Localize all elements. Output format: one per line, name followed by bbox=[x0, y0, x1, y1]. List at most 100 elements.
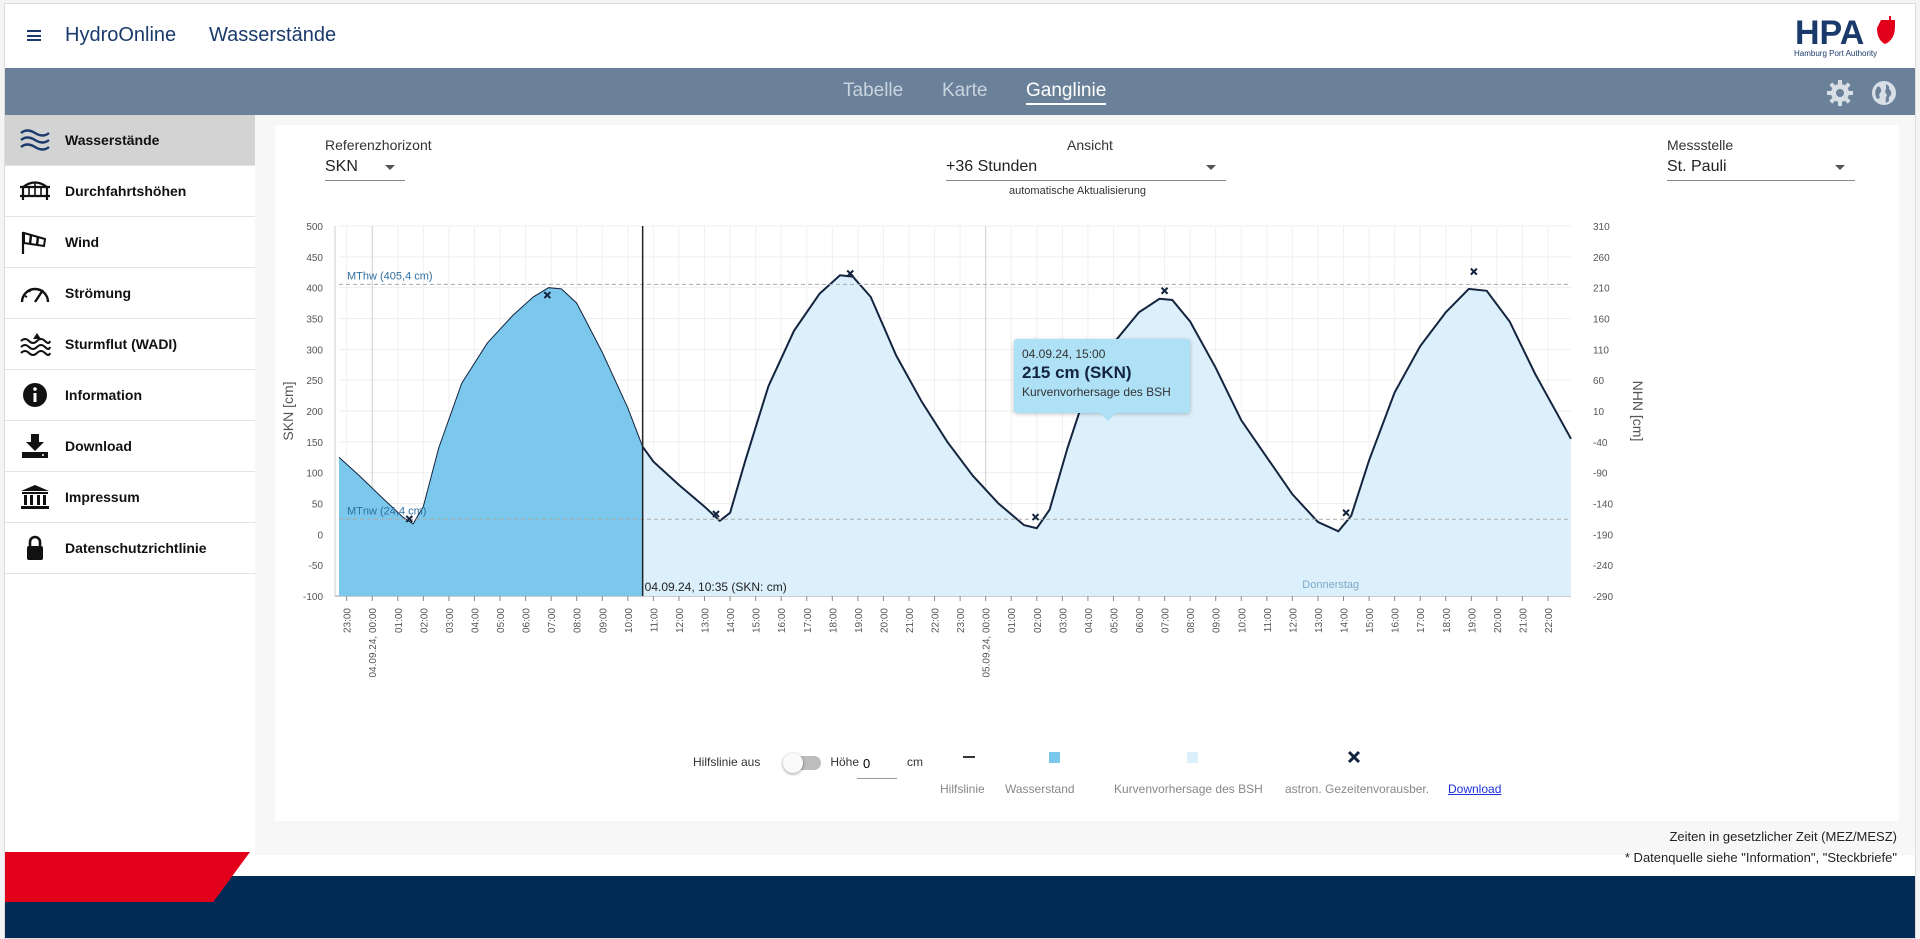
referenzhorizont-value: SKN bbox=[325, 158, 358, 175]
globe-icon[interactable] bbox=[1871, 80, 1897, 106]
x-tick-label: 09:00 bbox=[598, 608, 609, 633]
sidebar-item-impressum[interactable]: Impressum bbox=[5, 472, 255, 523]
tab-tabelle[interactable]: Tabelle bbox=[843, 80, 904, 101]
sidebar: Wasserstände Durchfahrtshöhen Wind Ström… bbox=[5, 115, 255, 855]
x-tick-label: 05:00 bbox=[496, 608, 507, 633]
y-tick-label: 200 bbox=[306, 407, 323, 418]
astro-tide-marker bbox=[1031, 513, 1040, 521]
y-tick-label: -100 bbox=[303, 592, 323, 603]
chart-tooltip: 04.09.24, 15:00 215 cm (SKN) Kurvenvorhe… bbox=[1014, 339, 1190, 421]
x-tick-label: 03:00 bbox=[445, 608, 456, 633]
referenzhorizont-select[interactable]: SKN bbox=[325, 155, 405, 181]
y2-tick-label: 260 bbox=[1593, 253, 1610, 264]
datasource-note: * Datenquelle siehe "Information", "Stec… bbox=[1624, 850, 1897, 865]
x-tick-label: 22:00 bbox=[1544, 608, 1555, 633]
y-tick-label: 0 bbox=[317, 530, 323, 541]
astro-tide-marker bbox=[846, 269, 854, 278]
info-icon bbox=[23, 383, 47, 407]
x-tick-label: 04.09.24, 00:00 bbox=[368, 608, 379, 678]
forecast-area bbox=[642, 275, 1571, 596]
x-tick-label: 20:00 bbox=[1493, 608, 1504, 633]
sidebar-item-label: Impressum bbox=[65, 489, 140, 505]
x-tick-label: 18:00 bbox=[828, 608, 839, 633]
x-tick-label: 20:00 bbox=[879, 608, 890, 633]
y-tick-label: 500 bbox=[306, 222, 323, 233]
y-tick-label: 50 bbox=[312, 500, 324, 511]
legend-astron-gezeiten[interactable]: astron. Gezeitenvorausber. bbox=[1285, 782, 1430, 796]
astro-tide-marker bbox=[1160, 287, 1169, 295]
app-header: HydroOnline Wasserstände HPA Hamburg Por… bbox=[5, 4, 1915, 68]
sidebar-item-durchfahrtshoehen[interactable]: Durchfahrtshöhen bbox=[5, 166, 255, 217]
sidebar-item-wasserstaende[interactable]: Wasserstände bbox=[5, 115, 255, 166]
sidebar-item-label: Information bbox=[65, 387, 142, 403]
footer-band bbox=[5, 876, 1915, 938]
ansicht-value: +36 Stunden bbox=[946, 158, 1038, 175]
x-tick-label: 16:00 bbox=[1391, 608, 1402, 633]
app-title[interactable]: HydroOnline bbox=[65, 24, 177, 46]
sidebar-item-information[interactable]: Information bbox=[5, 370, 255, 421]
observed-line bbox=[338, 287, 644, 525]
y2-tick-label: 110 bbox=[1593, 345, 1609, 356]
sidebar-item-sturmflut[interactable]: Sturmflut (WADI) bbox=[5, 319, 255, 370]
sidebar-item-wind[interactable]: Wind bbox=[5, 217, 255, 268]
x-tick-label: 05:00 bbox=[1109, 608, 1120, 633]
x-tick-label: 19:00 bbox=[854, 608, 865, 633]
x-tick-label: 09:00 bbox=[1212, 608, 1223, 633]
sidebar-item-label: Sturmflut (WADI) bbox=[65, 336, 177, 352]
hoehe-label: Höhe bbox=[830, 755, 859, 769]
x-tick-label: 06:00 bbox=[522, 608, 533, 633]
page-title: Wasserstände bbox=[209, 24, 337, 46]
chart-card: Referenzhorizont SKN Ansicht +36 Stunden… bbox=[275, 125, 1899, 821]
day-label: Donnerstag bbox=[1302, 579, 1359, 591]
legend-hilfslinie[interactable]: Hilfslinie bbox=[940, 782, 985, 796]
hoehe-input[interactable] bbox=[857, 749, 897, 779]
y-tick-label: 300 bbox=[306, 345, 323, 356]
astro-tide-marker bbox=[543, 291, 552, 299]
y-tick-label: 250 bbox=[306, 376, 323, 387]
ansicht-select[interactable]: +36 Stunden bbox=[946, 155, 1226, 181]
x-tick-label: 13:00 bbox=[1314, 608, 1325, 633]
sidebar-item-download[interactable]: Download bbox=[5, 421, 255, 472]
x-tick-label: 16:00 bbox=[777, 608, 788, 633]
x-tick-label: 07:00 bbox=[547, 608, 558, 633]
x-tick-label: 12:00 bbox=[675, 608, 686, 633]
wasserstand-legend-symbol bbox=[1049, 752, 1060, 763]
y2-tick-label: -40 bbox=[1593, 438, 1608, 449]
sidebar-item-datenschutz[interactable]: Datenschutzrichtlinie bbox=[5, 523, 255, 574]
main-content: Referenzhorizont SKN Ansicht +36 Stunden… bbox=[255, 115, 1915, 865]
x-tick-label: 18:00 bbox=[1442, 608, 1453, 633]
x-tick-label: 04:00 bbox=[470, 608, 481, 633]
gear-icon[interactable] bbox=[1827, 80, 1853, 106]
x-tick-label: 10:00 bbox=[624, 608, 635, 633]
x-tick-label: 21:00 bbox=[905, 608, 916, 633]
chevron-down-icon bbox=[1206, 165, 1216, 170]
x-tick-label: 01:00 bbox=[394, 608, 405, 633]
y-tick-label: 450 bbox=[306, 253, 323, 264]
x-tick-label: 07:00 bbox=[1161, 608, 1172, 633]
messstelle-value: St. Pauli bbox=[1667, 158, 1727, 175]
storm-surge-icon bbox=[20, 333, 51, 356]
hilfslinie-toggle[interactable] bbox=[783, 753, 821, 773]
messstelle-select[interactable]: St. Pauli bbox=[1667, 155, 1855, 181]
tab-ganglinie[interactable]: Ganglinie bbox=[1026, 80, 1107, 105]
sidebar-item-stroemung[interactable]: Strömung bbox=[5, 268, 255, 319]
tab-karte[interactable]: Karte bbox=[942, 80, 988, 101]
lock-icon bbox=[27, 535, 43, 560]
y2-tick-label: 160 bbox=[1593, 315, 1610, 326]
download-icon bbox=[22, 434, 48, 458]
legend-wasserstand[interactable]: Wasserstand bbox=[1005, 782, 1075, 796]
download-link[interactable]: Download bbox=[1448, 782, 1502, 796]
y2-axis-title: NHN [cm] bbox=[1630, 381, 1646, 442]
x-tick-label: 14:00 bbox=[1340, 608, 1351, 633]
astro-tide-marker bbox=[1342, 509, 1350, 517]
y2-tick-label: -240 bbox=[1593, 561, 1613, 572]
y2-tick-label: 310 bbox=[1593, 222, 1610, 233]
tooltip-date: 04.09.24, 15:00 bbox=[1022, 347, 1106, 361]
logo-text: HPA bbox=[1795, 14, 1864, 52]
astro-tide-marker bbox=[1470, 267, 1478, 276]
legend-kurvenvorhersage[interactable]: Kurvenvorhersage des BSH bbox=[1114, 782, 1263, 796]
hamburger-menu-icon[interactable] bbox=[27, 30, 41, 41]
reference-line-label: MTnw (24,4 cm) bbox=[347, 505, 426, 517]
astro-tide-marker bbox=[712, 510, 720, 518]
